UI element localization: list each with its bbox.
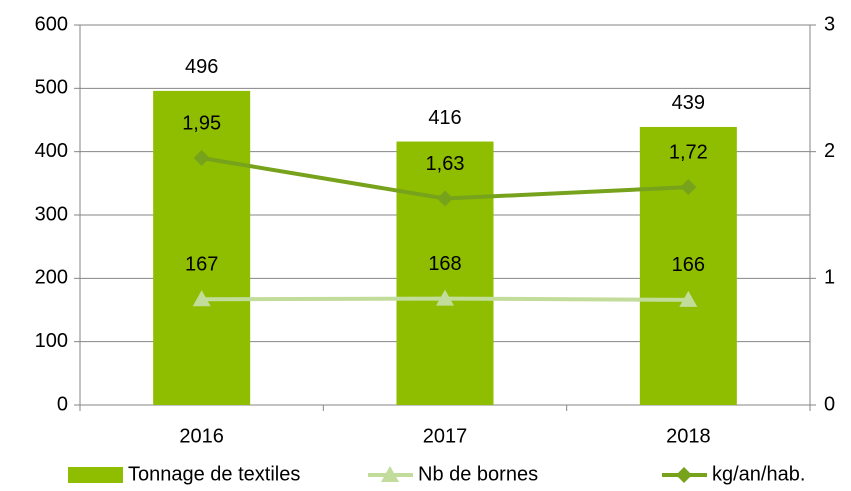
data-label: 439 xyxy=(672,92,705,114)
legend-swatch xyxy=(68,467,123,483)
data-label: 166 xyxy=(672,254,705,276)
data-label: 1,95 xyxy=(182,112,221,134)
data-label: 168 xyxy=(428,253,461,275)
bar xyxy=(639,126,737,405)
data-label: 496 xyxy=(185,56,218,78)
y2-tick-label: 0 xyxy=(824,393,835,415)
x-tick-label: 2017 xyxy=(423,425,468,447)
legend-label: kg/an/hab. xyxy=(712,463,805,485)
marker xyxy=(193,150,210,166)
data-label: 416 xyxy=(428,107,461,129)
legend-label: Tonnage de textiles xyxy=(128,463,300,485)
x-tick-label: 2018 xyxy=(666,425,711,447)
legend-label: Nb de bornes xyxy=(418,463,538,485)
marker xyxy=(192,290,211,307)
y-tick-label: 500 xyxy=(35,77,68,99)
y-tick-label: 200 xyxy=(35,267,68,289)
data-label: 167 xyxy=(185,254,218,276)
y2-tick-label: 2 xyxy=(824,140,835,162)
legend-marker xyxy=(381,466,399,482)
y2-tick-label: 1 xyxy=(824,267,835,289)
marker xyxy=(436,289,454,306)
y2-tick-label: 3 xyxy=(824,13,835,35)
marker xyxy=(437,190,453,207)
y-tick-label: 600 xyxy=(35,13,68,35)
legend-marker xyxy=(676,467,692,483)
y-tick-label: 100 xyxy=(35,330,68,352)
y-tick-label: 0 xyxy=(57,393,68,415)
y-tick-label: 300 xyxy=(35,203,68,225)
bar xyxy=(396,141,494,406)
data-label: 1,72 xyxy=(669,141,708,163)
y-tick-label: 400 xyxy=(35,140,68,162)
marker xyxy=(680,179,697,196)
marker xyxy=(679,290,698,307)
x-tick-label: 2016 xyxy=(179,425,224,447)
bar xyxy=(153,90,251,405)
data-label: 1,63 xyxy=(426,153,465,175)
